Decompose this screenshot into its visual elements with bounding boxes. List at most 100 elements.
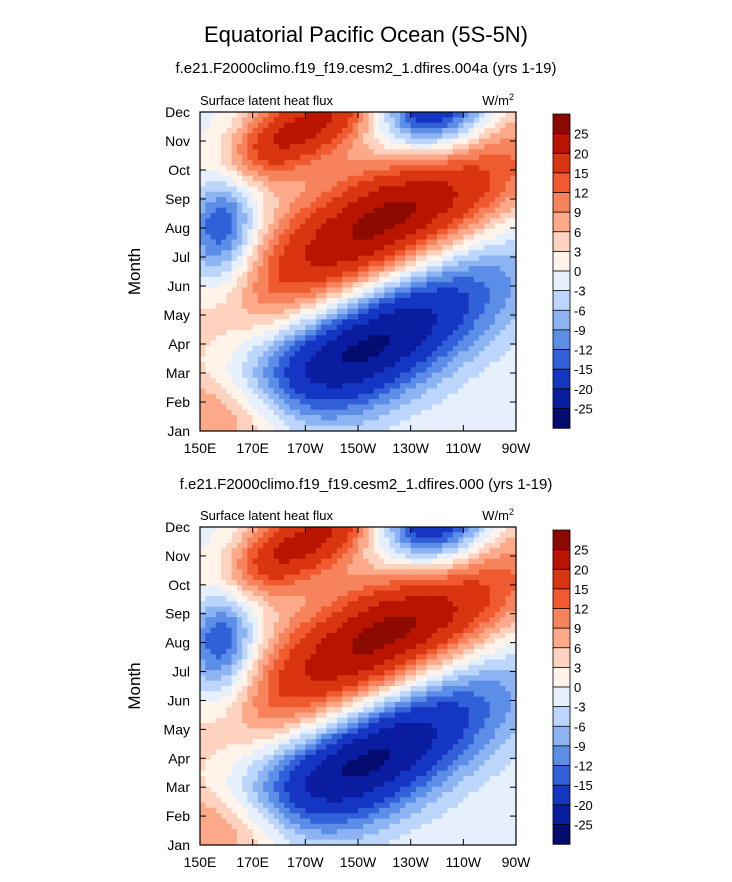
- contour-cell: [336, 170, 343, 177]
- contour-cell: [415, 585, 422, 592]
- contour-cell: [247, 122, 254, 129]
- contour-cell: [410, 627, 417, 634]
- contour-cell: [473, 154, 480, 161]
- contour-cell: [500, 175, 507, 182]
- contour-cell: [331, 633, 338, 639]
- contour-cell: [489, 606, 496, 613]
- contour-cell: [236, 234, 243, 241]
- contour-cell: [394, 223, 401, 230]
- contour-cell: [200, 181, 206, 188]
- contour-cell: [500, 356, 507, 363]
- contour-cell: [247, 186, 254, 193]
- contour-cell: [394, 250, 401, 257]
- contour-cell: [226, 548, 233, 555]
- contour-cell: [321, 606, 327, 613]
- contour-cell: [231, 542, 238, 549]
- contour-cell: [284, 292, 291, 299]
- contour-cell: [368, 234, 375, 241]
- contour-cell: [458, 117, 464, 124]
- contour-cell: [421, 415, 428, 421]
- contour-cell: [426, 356, 433, 363]
- contour-cell: [437, 191, 443, 198]
- contour-cell: [342, 345, 349, 352]
- contour-cell: [389, 276, 396, 283]
- contour-cell: [326, 585, 333, 592]
- contour-cell: [468, 372, 475, 379]
- contour-cell: [500, 159, 507, 166]
- contour-cell: [389, 527, 396, 533]
- contour-cell: [358, 601, 364, 608]
- contour-cell: [347, 170, 354, 177]
- contour-cell: [468, 228, 475, 235]
- contour-cell: [394, 170, 401, 177]
- contour-cell: [215, 564, 222, 570]
- contour-cell: [242, 170, 248, 177]
- contour-cell: [200, 292, 206, 299]
- contour-cell: [236, 574, 243, 581]
- contour-cell: [289, 117, 296, 124]
- contour-cell: [331, 181, 338, 188]
- contour-cell: [326, 617, 333, 623]
- contour-cell: [442, 175, 449, 182]
- contour-cell: [326, 627, 333, 634]
- contour-cell: [221, 303, 227, 310]
- contour-cell: [242, 595, 248, 602]
- contour-cell: [342, 335, 349, 342]
- contour-cell: [431, 122, 438, 129]
- contour-cell: [363, 234, 370, 241]
- contour-cell: [400, 351, 406, 358]
- contour-cell: [410, 340, 417, 347]
- contour-cell: [300, 133, 306, 140]
- contour-cell: [215, 186, 222, 193]
- contour-cell: [263, 159, 270, 166]
- contour-cell: [326, 537, 333, 544]
- contour-cell: [226, 393, 233, 400]
- contour-cell: [284, 197, 291, 203]
- contour-cell: [363, 590, 370, 597]
- contour-cell: [236, 223, 243, 230]
- contour-cell: [437, 532, 443, 539]
- contour-cell: [342, 228, 349, 235]
- contour-cell: [415, 542, 422, 549]
- contour-cell: [321, 564, 327, 570]
- contour-cell: [505, 425, 512, 432]
- contour-cell: [289, 298, 296, 304]
- contour-cell: [510, 303, 517, 310]
- contour-cell: [226, 553, 233, 560]
- contour-cell: [368, 617, 375, 623]
- contour-cell: [489, 117, 496, 124]
- contour-cell: [479, 606, 485, 613]
- contour-cell: [394, 112, 401, 118]
- contour-cell: [289, 218, 296, 225]
- contour-cell: [352, 138, 359, 145]
- contour-cell: [221, 329, 227, 336]
- contour-cell: [342, 537, 349, 544]
- contour-cell: [342, 574, 349, 581]
- contour-cell: [279, 292, 285, 299]
- contour-cell: [242, 239, 248, 246]
- contour-cell: [510, 329, 517, 336]
- contour-cell: [342, 590, 349, 597]
- contour-cell: [342, 627, 349, 634]
- contour-cell: [289, 319, 296, 326]
- contour-cell: [205, 372, 212, 379]
- colorbar-swatch: [552, 172, 571, 194]
- contour-cell: [484, 617, 491, 623]
- contour-cell: [447, 223, 454, 230]
- contour-cell: [373, 345, 380, 352]
- contour-cell: [284, 319, 291, 326]
- contour-cell: [484, 574, 491, 581]
- contour-cell: [200, 260, 206, 267]
- contour-cell: [215, 329, 222, 336]
- contour-cell: [315, 585, 322, 592]
- contour-cell: [231, 170, 238, 177]
- contour-cell: [200, 580, 206, 586]
- contour-cell: [410, 292, 417, 299]
- contour-cell: [368, 585, 375, 592]
- contour-cell: [352, 553, 359, 560]
- contour-cell: [368, 595, 375, 602]
- contour-cell: [294, 239, 301, 246]
- contour-cell: [437, 223, 443, 230]
- contour-cell: [479, 191, 485, 198]
- contour-cell: [294, 314, 301, 320]
